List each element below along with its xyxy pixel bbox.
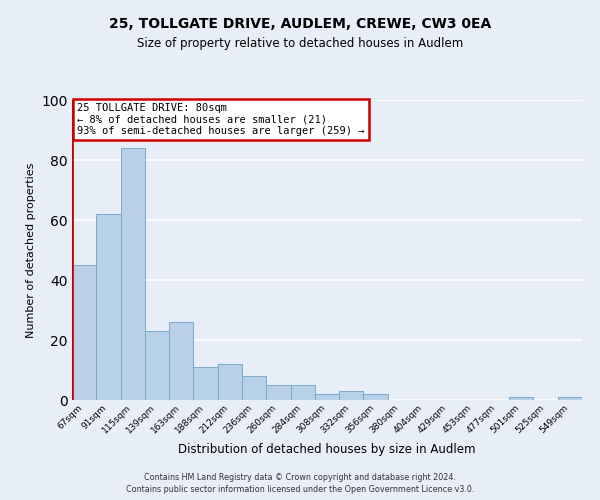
Bar [121,148,145,400]
Bar [96,214,121,400]
Bar [339,391,364,400]
Bar [193,367,218,400]
Bar [266,385,290,400]
Bar [72,265,96,400]
Bar [218,364,242,400]
X-axis label: Distribution of detached houses by size in Audlem: Distribution of detached houses by size … [178,443,476,456]
Bar [315,394,339,400]
Bar [242,376,266,400]
Bar [145,331,169,400]
Text: Contains public sector information licensed under the Open Government Licence v3: Contains public sector information licen… [126,485,474,494]
Bar [290,385,315,400]
Y-axis label: Number of detached properties: Number of detached properties [26,162,36,338]
Text: 25 TOLLGATE DRIVE: 80sqm
← 8% of detached houses are smaller (21)
93% of semi-de: 25 TOLLGATE DRIVE: 80sqm ← 8% of detache… [77,103,365,136]
Bar [509,397,533,400]
Text: Size of property relative to detached houses in Audlem: Size of property relative to detached ho… [137,38,463,51]
Text: Contains HM Land Registry data © Crown copyright and database right 2024.: Contains HM Land Registry data © Crown c… [144,472,456,482]
Text: 25, TOLLGATE DRIVE, AUDLEM, CREWE, CW3 0EA: 25, TOLLGATE DRIVE, AUDLEM, CREWE, CW3 0… [109,18,491,32]
Bar [558,397,582,400]
Bar [364,394,388,400]
Bar [169,322,193,400]
